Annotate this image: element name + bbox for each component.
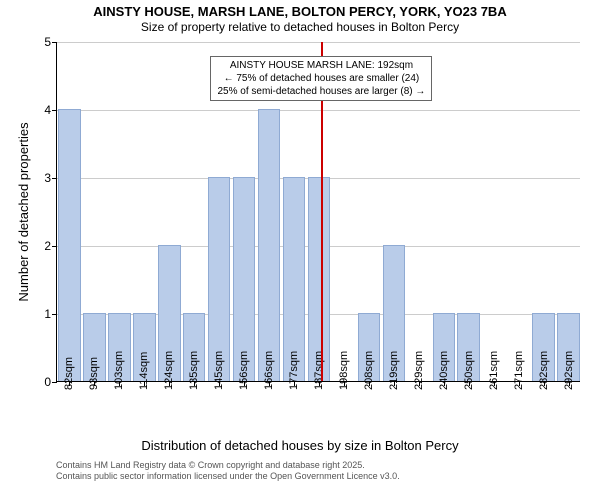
y-axis-label: Number of detached properties bbox=[16, 122, 31, 301]
chart-title: AINSTY HOUSE, MARSH LANE, BOLTON PERCY, … bbox=[0, 0, 600, 20]
chart-container: AINSTY HOUSE, MARSH LANE, BOLTON PERCY, … bbox=[0, 0, 600, 500]
plot-inner: 01234582sqm93sqm103sqm114sqm124sqm135sqm… bbox=[56, 42, 580, 382]
xtick-label: 261sqm bbox=[488, 351, 500, 390]
xtick-label: 208sqm bbox=[363, 351, 375, 390]
xtick-label: 177sqm bbox=[288, 351, 300, 390]
xtick-label: 229sqm bbox=[413, 351, 425, 390]
xtick-label: 250sqm bbox=[463, 351, 475, 390]
ytick-label: 0 bbox=[44, 375, 57, 389]
xtick-label: 240sqm bbox=[438, 351, 450, 390]
ytick-label: 1 bbox=[44, 307, 57, 321]
gridline bbox=[57, 42, 580, 43]
xtick-label: 198sqm bbox=[338, 351, 350, 390]
annotation-line-2: ← 75% of detached houses are smaller (24… bbox=[217, 72, 425, 85]
histogram-bar bbox=[58, 109, 80, 381]
footer-line-1: Contains HM Land Registry data © Crown c… bbox=[56, 460, 400, 471]
xtick-label: 82sqm bbox=[63, 357, 75, 390]
annotation-line-3: 25% of semi-detached houses are larger (… bbox=[217, 85, 425, 98]
footer-line-2: Contains public sector information licen… bbox=[56, 471, 400, 482]
ytick-label: 5 bbox=[44, 35, 57, 49]
plot-area: 01234582sqm93sqm103sqm114sqm124sqm135sqm… bbox=[56, 42, 580, 382]
chart-title-line1: AINSTY HOUSE, MARSH LANE, BOLTON PERCY, … bbox=[93, 4, 506, 19]
xtick-label: 103sqm bbox=[113, 351, 125, 390]
ytick-label: 4 bbox=[44, 103, 57, 117]
xtick-label: 156sqm bbox=[238, 351, 250, 390]
gridline bbox=[57, 110, 580, 111]
annotation-line-1: AINSTY HOUSE MARSH LANE: 192sqm bbox=[217, 59, 425, 72]
y-axis-label-text: Number of detached properties bbox=[16, 122, 31, 301]
xtick-label: 292sqm bbox=[563, 351, 575, 390]
xtick-label: 145sqm bbox=[213, 351, 225, 390]
xtick-label: 114sqm bbox=[138, 352, 150, 390]
ytick-label: 2 bbox=[44, 239, 57, 253]
xtick-label: 93sqm bbox=[88, 357, 100, 390]
xtick-label: 219sqm bbox=[388, 351, 400, 390]
x-axis-label-text: Distribution of detached houses by size … bbox=[141, 438, 458, 453]
histogram-bar bbox=[258, 109, 280, 381]
attribution-footer: Contains HM Land Registry data © Crown c… bbox=[56, 460, 400, 483]
chart-title-line2: Size of property relative to detached ho… bbox=[141, 20, 459, 34]
chart-subtitle: Size of property relative to detached ho… bbox=[0, 20, 600, 35]
annotation-box: AINSTY HOUSE MARSH LANE: 192sqm← 75% of … bbox=[210, 56, 432, 101]
xtick-label: 271sqm bbox=[513, 351, 525, 390]
xtick-label: 166sqm bbox=[263, 351, 275, 390]
xtick-label: 124sqm bbox=[163, 351, 175, 390]
x-axis-label: Distribution of detached houses by size … bbox=[0, 438, 600, 453]
xtick-label: 135sqm bbox=[188, 351, 200, 390]
ytick-label: 3 bbox=[44, 171, 57, 185]
xtick-label: 282sqm bbox=[538, 351, 550, 390]
